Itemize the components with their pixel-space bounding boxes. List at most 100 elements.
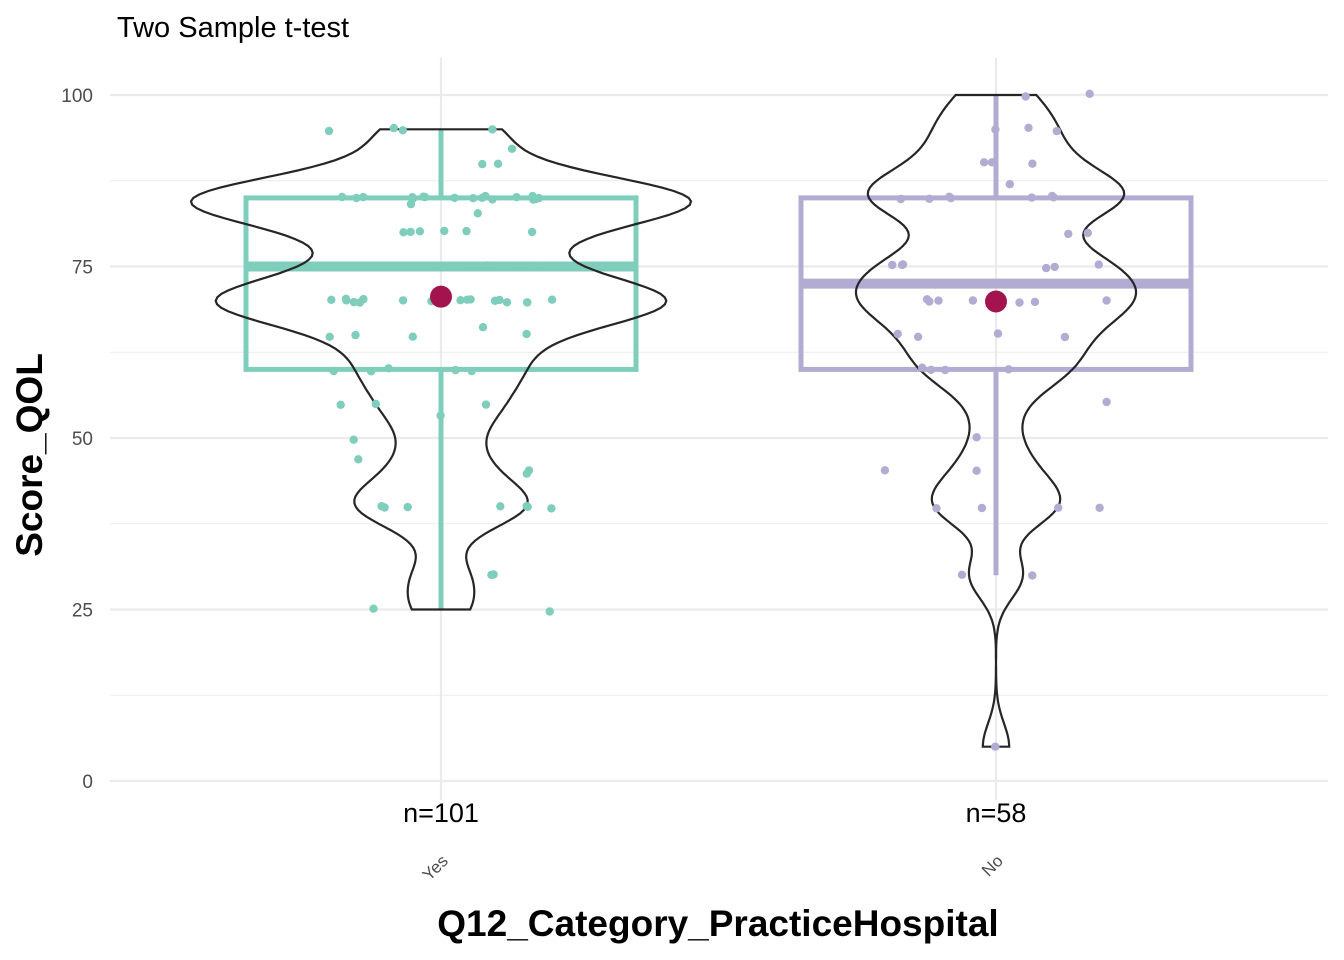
data-point [478,159,487,169]
data-point [945,192,954,201]
data-point [987,158,997,167]
data-point [327,295,336,304]
mean-marker [430,285,452,308]
data-point [893,329,902,339]
x-tick-label: Yes [419,851,452,884]
data-point [496,502,505,511]
data-point [398,126,407,135]
data-point [991,125,1000,134]
data-point [1094,260,1104,269]
data-point [934,296,943,305]
data-point [466,262,476,271]
data-point [403,502,412,512]
data-point [913,332,923,341]
data-point [545,607,554,616]
data-point [478,323,488,332]
data-point [972,433,981,442]
data-point [1095,503,1104,512]
data-point [1048,191,1057,201]
group-no: n=58 No [798,89,1194,880]
data-point [473,209,482,218]
data-point [488,125,497,134]
data-point [329,366,338,376]
x-tick-label: No [978,851,1007,880]
data-point [1027,193,1036,202]
data-point [469,194,478,203]
group-yes: n=101 Yes [189,123,693,884]
data-point [478,193,487,202]
data-point [507,144,517,153]
data-point [1024,123,1033,132]
data-point [957,570,967,579]
data-point [918,363,927,372]
data-point [408,193,417,202]
data-point [979,158,989,167]
data-point [547,295,557,304]
data-point [535,261,544,271]
n-count-label: n=101 [403,798,479,828]
data-point [1102,296,1111,305]
data-point [968,296,978,305]
groups: n=101 Yes n=58 No [189,89,1194,884]
data-point [481,400,491,409]
data-point [1030,297,1040,307]
data-point [351,330,360,340]
y-axis-ticks: 0 25 50 75 100 [61,86,93,793]
data-point [483,261,492,270]
data-point [940,365,950,375]
n-count-label: n=58 [966,798,1027,828]
data-point [534,193,544,203]
data-point [389,123,398,133]
data-point [341,294,351,303]
data-point [408,332,417,341]
grid [110,58,1328,800]
y-tick-label: 75 [72,258,93,279]
data-point [451,365,460,375]
data-point [355,298,365,307]
data-point [1083,228,1093,238]
data-point [523,298,532,307]
violin [854,93,1138,748]
data-point [512,193,521,202]
data-point [366,367,376,376]
data-point [467,366,476,376]
data-point [1015,298,1024,307]
data-point [1021,92,1030,101]
data-point [440,226,449,236]
data-point [377,502,386,511]
y-tick-label: 50 [72,429,93,450]
data-point [972,466,981,475]
data-point [977,503,987,513]
data-point [487,570,496,580]
data-point [1064,229,1073,239]
data-point [1028,159,1037,168]
data-point [925,194,934,203]
data-point [926,365,936,374]
data-point [399,228,408,237]
data-point [880,466,890,475]
data-point [336,400,345,409]
data-point [1028,571,1037,580]
data-point [354,455,363,464]
data-point [1050,262,1059,272]
data-point [419,192,428,201]
data-point [1060,332,1070,342]
data-point [384,364,393,373]
data-point [1054,503,1063,512]
data-point [896,194,906,204]
data-point [925,297,934,306]
x-axis-label: Q12_Category_PracticeHospital [437,903,998,944]
data-point [1042,263,1051,273]
data-point [437,263,447,272]
data-point [898,260,908,269]
data-point [1085,89,1094,99]
data-point [369,604,378,613]
data-point [450,193,459,203]
chart-title: Two Sample t-test [117,12,349,44]
data-point [523,502,532,511]
data-point [1005,180,1014,189]
data-point [502,298,512,307]
data-point [493,159,503,168]
y-tick-label: 100 [61,86,93,107]
data-point [359,192,368,202]
